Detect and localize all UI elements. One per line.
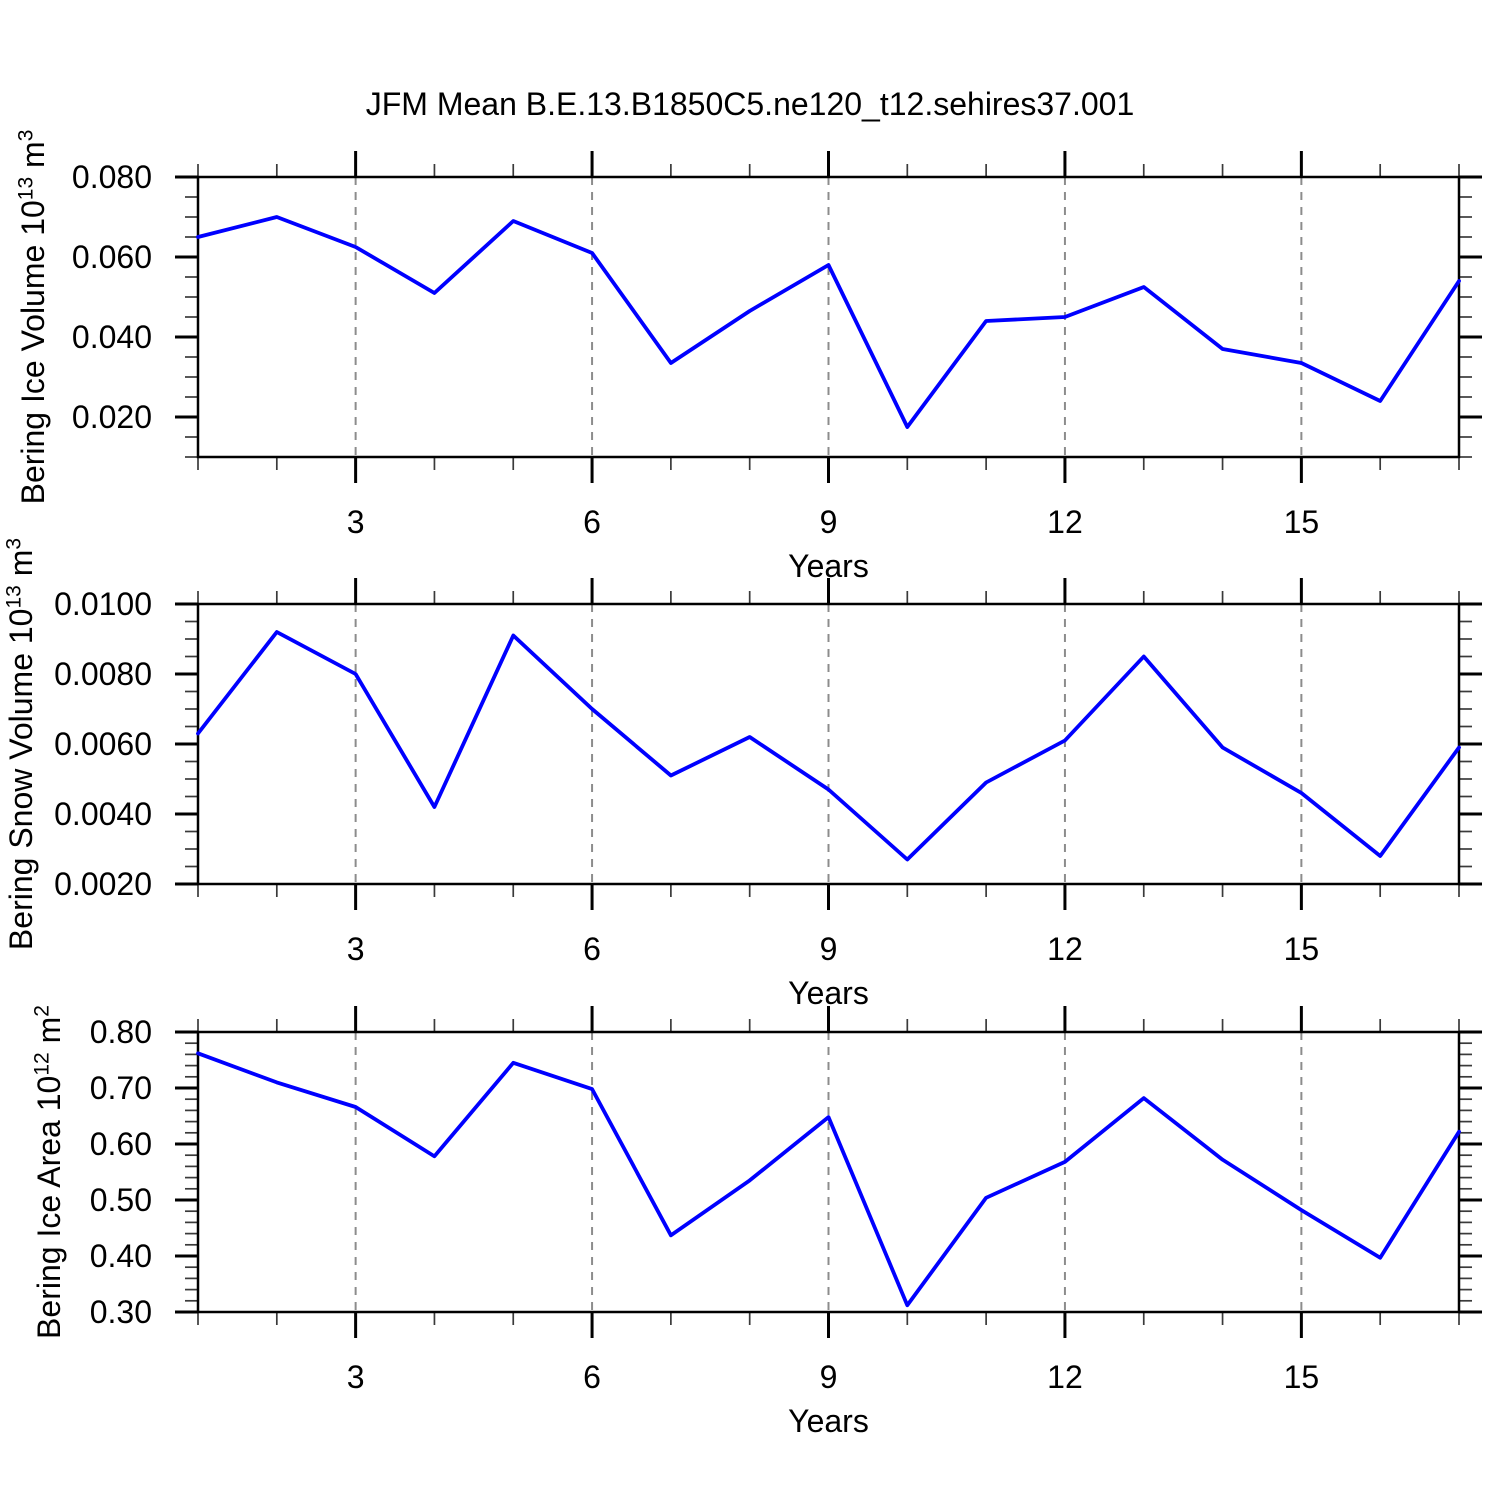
y-tick-label: 0.0100 bbox=[54, 586, 152, 622]
x-tick-label: 12 bbox=[1047, 1359, 1083, 1395]
y-axis-title-unit-exponent: 3 bbox=[14, 129, 38, 142]
y-axis-title-text: Bering Snow Volume 10 bbox=[3, 608, 39, 951]
y-tick-label: 0.60 bbox=[90, 1126, 152, 1162]
y-axis-title-text: Bering Ice Volume 10 bbox=[15, 200, 51, 505]
x-tick-label: 3 bbox=[347, 931, 365, 967]
y-tick-label: 0.0060 bbox=[54, 726, 152, 762]
y-axis-title-panel-1: Bering Ice Volume 1013 m3 bbox=[14, 129, 51, 505]
y-tick-label: 0.060 bbox=[72, 239, 152, 275]
y-axis-title-unit: m bbox=[31, 1016, 67, 1053]
x-axis-title-panel-3: Years bbox=[788, 1403, 869, 1439]
y-axis-title-unit: m bbox=[15, 141, 51, 177]
y-axis-title-unit-exponent: 3 bbox=[2, 537, 26, 550]
x-tick-label: 6 bbox=[583, 1359, 601, 1395]
y-tick-label: 0.70 bbox=[90, 1070, 152, 1106]
axes-frame bbox=[196, 175, 1461, 459]
x-tick-label: 15 bbox=[1284, 1359, 1320, 1395]
panel-3: 0.30 0.40 0.50 0.60 0.70 0.80 3 6 9 12 15 bbox=[90, 1006, 1482, 1395]
x-tick-label: 12 bbox=[1047, 931, 1083, 967]
series-line-panel-3 bbox=[196, 1051, 1461, 1308]
x-tick-label: 3 bbox=[347, 1359, 365, 1395]
series-line-panel-1 bbox=[196, 215, 1461, 429]
x-tick-label: 15 bbox=[1284, 931, 1320, 967]
x-tick-label: 9 bbox=[820, 1359, 838, 1395]
x-axis-title-panel-1: Years bbox=[788, 548, 869, 584]
y-tick-label: 0.020 bbox=[72, 399, 152, 435]
y-axis-title-unit-exponent: 2 bbox=[30, 1005, 54, 1017]
x-tick-label: 15 bbox=[1284, 504, 1320, 540]
y-tick-label: 0.50 bbox=[90, 1182, 152, 1218]
panel-1: 0.020 0.040 0.060 0.080 3 6 9 12 15 bbox=[72, 151, 1482, 540]
y-tick-label: 0.0080 bbox=[54, 656, 152, 692]
x-tick-label: 3 bbox=[347, 504, 365, 540]
y-axis-title-exponent: 13 bbox=[14, 176, 38, 201]
y-axis-title-unit: m bbox=[3, 549, 39, 586]
panel-2: 0.0020 0.0040 0.0060 0.0080 0.0100 3 6 9 12 15 bbox=[54, 578, 1482, 967]
axes-frame bbox=[196, 602, 1461, 886]
x-axis-title-panel-2: Years bbox=[788, 975, 869, 1011]
y-tick-label: 0.080 bbox=[72, 159, 152, 195]
y-axis-title-text: Bering Ice Area 10 bbox=[31, 1075, 67, 1339]
y-tick-label: 0.40 bbox=[90, 1238, 152, 1274]
figure-title: JFM Mean B.E.13.B1850C5.ne120_t12.sehire… bbox=[365, 86, 1135, 122]
y-tick-label: 0.30 bbox=[90, 1294, 152, 1330]
axes-frame bbox=[196, 1030, 1461, 1314]
y-axis-title-panel-3: Bering Ice Area 1012 m2 bbox=[30, 1005, 67, 1339]
y-tick-label: 0.040 bbox=[72, 319, 152, 355]
y-axis-title-exponent: 13 bbox=[2, 585, 26, 609]
y-axis-title-exponent: 12 bbox=[30, 1052, 54, 1076]
x-tick-label: 12 bbox=[1047, 504, 1083, 540]
y-tick-label: 0.80 bbox=[90, 1014, 152, 1050]
series-line-panel-2 bbox=[196, 630, 1461, 862]
x-tick-label: 6 bbox=[583, 931, 601, 967]
y-tick-label: 0.0020 bbox=[54, 866, 152, 902]
y-axis-title-panel-2: Bering Snow Volume 1013 m3 bbox=[2, 537, 39, 951]
x-tick-label: 6 bbox=[583, 504, 601, 540]
x-tick-label: 9 bbox=[820, 504, 838, 540]
y-tick-label: 0.0040 bbox=[54, 796, 152, 832]
x-tick-label: 9 bbox=[820, 931, 838, 967]
